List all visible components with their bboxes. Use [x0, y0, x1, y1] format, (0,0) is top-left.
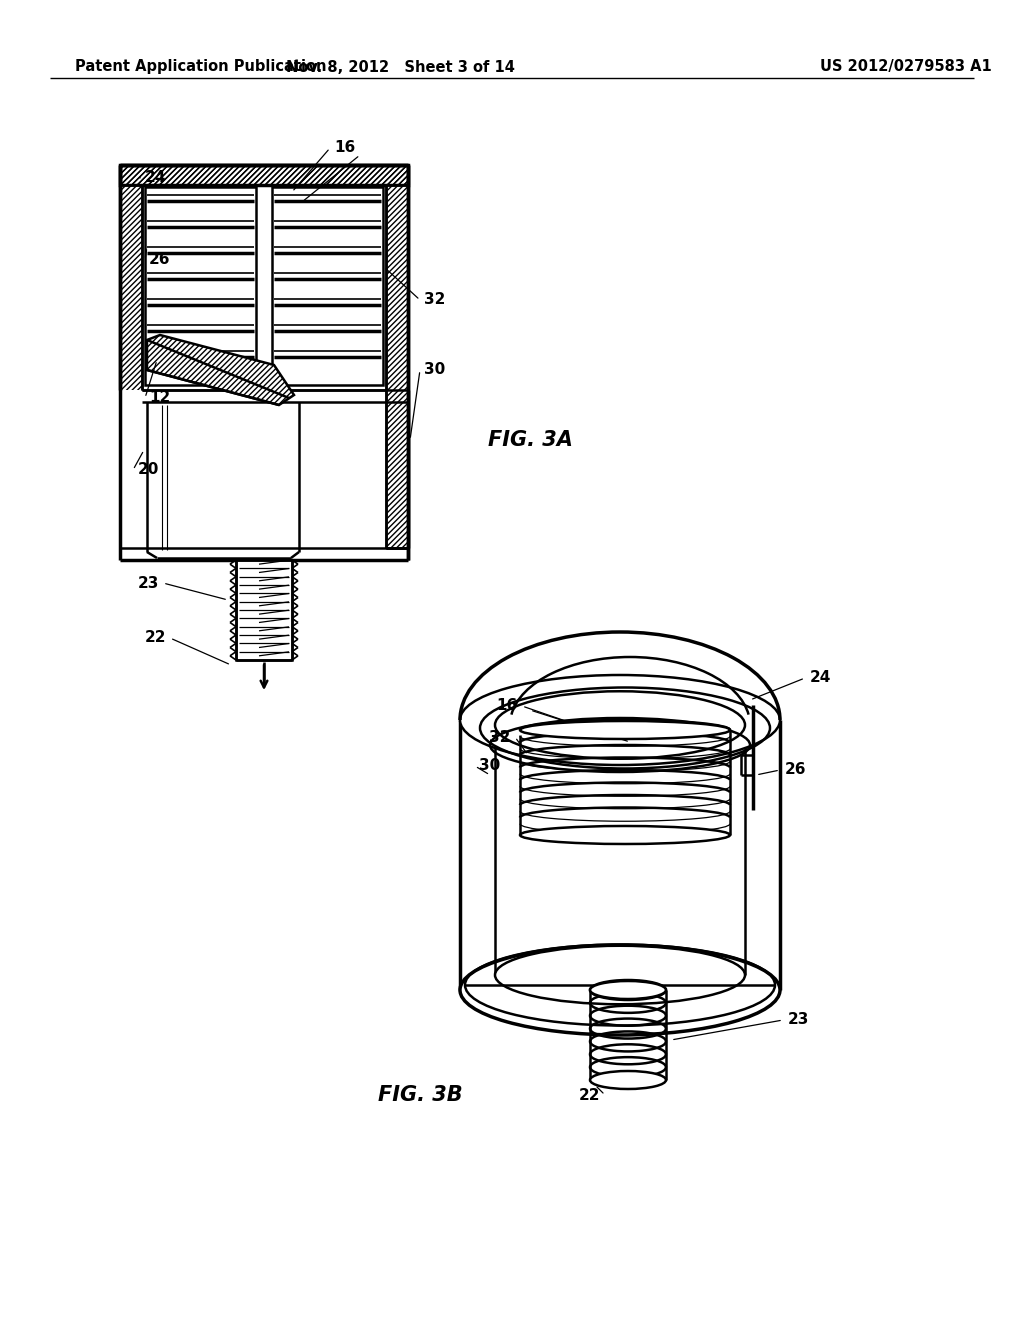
Ellipse shape: [590, 981, 666, 999]
Bar: [386, 185, 408, 389]
Ellipse shape: [495, 945, 745, 1005]
Bar: [120, 165, 408, 185]
Bar: [386, 389, 408, 548]
Bar: [120, 185, 142, 389]
Ellipse shape: [495, 692, 745, 759]
Bar: [386, 389, 408, 548]
Text: 24: 24: [809, 671, 830, 685]
Text: FIG. 3A: FIG. 3A: [487, 430, 572, 450]
Text: 12: 12: [150, 391, 171, 405]
Text: FIG. 3B: FIG. 3B: [378, 1085, 462, 1105]
Bar: [120, 165, 408, 185]
Text: 30: 30: [424, 363, 445, 378]
Text: 24: 24: [144, 170, 166, 186]
Text: 32: 32: [424, 293, 445, 308]
Ellipse shape: [520, 721, 730, 739]
Bar: [120, 185, 142, 389]
Text: 22: 22: [580, 1088, 601, 1102]
Bar: [120, 165, 408, 185]
Text: 32: 32: [489, 730, 511, 744]
Text: 20: 20: [137, 462, 159, 478]
Text: 26: 26: [150, 252, 171, 268]
Text: 26: 26: [784, 763, 806, 777]
Text: 30: 30: [479, 759, 501, 774]
Bar: [272, 187, 383, 385]
Ellipse shape: [590, 1071, 666, 1089]
Text: 16: 16: [497, 698, 517, 714]
Text: Nov. 8, 2012   Sheet 3 of 14: Nov. 8, 2012 Sheet 3 of 14: [286, 59, 514, 74]
Ellipse shape: [520, 826, 730, 843]
Bar: [145, 187, 256, 385]
Text: Patent Application Publication: Patent Application Publication: [75, 59, 327, 74]
Polygon shape: [147, 335, 294, 405]
Text: US 2012/0279583 A1: US 2012/0279583 A1: [820, 59, 992, 74]
Text: 23: 23: [137, 576, 159, 590]
Text: 22: 22: [144, 631, 166, 645]
Ellipse shape: [460, 675, 780, 766]
Bar: [386, 185, 408, 389]
Text: 23: 23: [787, 1012, 809, 1027]
Bar: [236, 560, 292, 660]
Text: 16: 16: [335, 140, 355, 156]
Ellipse shape: [460, 945, 780, 1035]
